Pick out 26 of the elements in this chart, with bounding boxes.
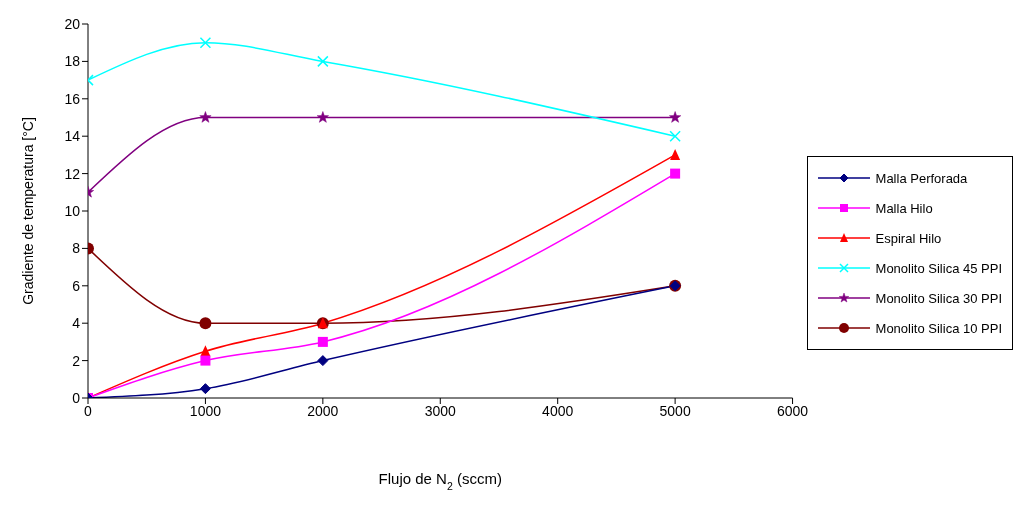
y-tick-label: 4 [72,315,81,332]
x-tick-label: 6000 [776,402,809,419]
legend-label: Monolito Silica 30 PPI [875,290,1002,306]
legend-label: Monolito Silica 10 PPI [875,320,1002,336]
x-axis-title: Flujo de N$_{2}$ (sccm) [378,470,502,492]
y-tick-label: 12 [64,165,81,182]
x-tick-label: 0 [84,402,93,419]
y-tick-label: 20 [64,15,81,32]
legend-label: Malla Perforada [875,170,968,186]
x-tick-label: 1000 [189,402,222,419]
y-tick-label: 0 [72,389,81,406]
legend-label: Malla Hilo [875,200,933,216]
x-tick-label: 5000 [659,402,691,419]
legend-label: Monolito Silica 45 PPI [875,260,1002,276]
x-tick-label: 2000 [307,402,339,419]
y-tick-label: 6 [72,277,81,294]
y-tick-label: 8 [72,240,81,257]
y-tick-label: 10 [64,202,81,219]
y-axis-title: Gradiente de temperatura [°C] [19,117,36,305]
legend-label: Espiral Hilo [875,230,942,246]
x-tick-label: 3000 [424,402,457,419]
y-tick-label: 18 [64,53,81,70]
y-tick-label: 2 [72,352,81,369]
y-tick-label: 14 [64,128,81,145]
y-tick-label: 16 [64,90,81,107]
x-tick-label: 4000 [542,402,574,419]
